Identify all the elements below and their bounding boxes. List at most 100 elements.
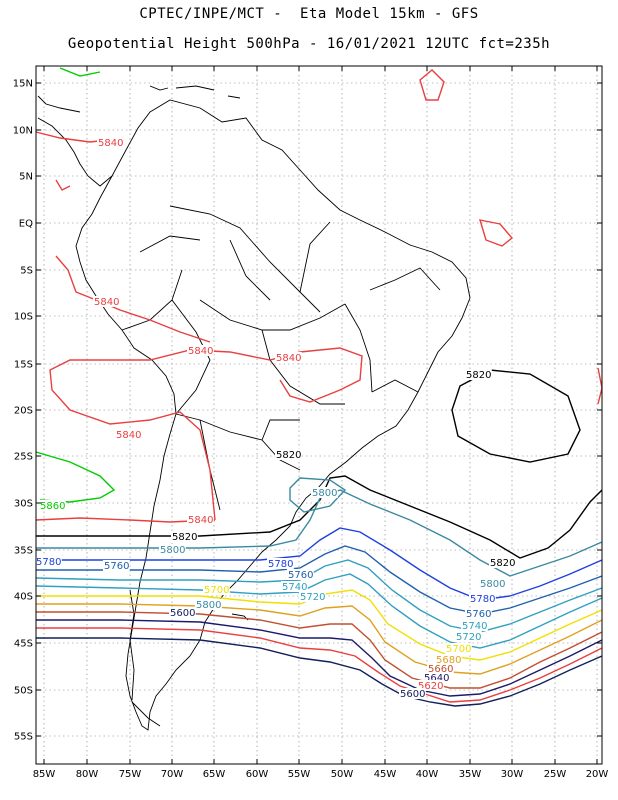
contour-label: 5840 (98, 138, 123, 149)
contour-label-bg (159, 544, 186, 555)
contour-5620 (36, 627, 603, 703)
lat-label: 25S (14, 452, 33, 463)
contour-label-bg (103, 560, 130, 571)
contour-label: 5800 (480, 579, 505, 590)
contour-5680 (36, 603, 603, 675)
contour-5860 (35, 451, 116, 503)
contour-label-bg (455, 631, 482, 642)
contour-label-bg (465, 369, 492, 380)
lon-label: 65W (203, 769, 226, 780)
contour-label-bg (267, 558, 294, 569)
coastline-segment (129, 589, 135, 701)
coastline-segment (261, 329, 345, 405)
lon-label: 20W (586, 769, 609, 780)
contour-label: 5840 (188, 346, 213, 357)
contour-label-bg (287, 569, 314, 580)
contour-5800 (36, 489, 603, 577)
contour-label: 5780 (470, 594, 495, 605)
lat-label: 5S (20, 266, 33, 277)
contour-label: 5840 (94, 297, 119, 308)
contour-label-bg (169, 607, 196, 618)
coastlines-and-borders (37, 85, 471, 731)
coastline-segment (261, 419, 300, 441)
contour-label: 5800 (196, 600, 221, 611)
lon-label: 25W (544, 769, 567, 780)
lon-label: 80W (76, 769, 99, 780)
contour-label: 5740 (282, 582, 307, 593)
contour-label-bg (489, 557, 516, 568)
contour-5840 (55, 255, 211, 343)
contour-label-bg (187, 345, 214, 356)
contour-5640 (36, 619, 603, 697)
contour-label-bg (469, 593, 496, 604)
contour-5840 (35, 517, 216, 523)
contour-label-bg (115, 429, 142, 440)
contour-5660 (36, 611, 603, 689)
lat-label: EQ (19, 219, 33, 230)
contour-label: 5740 (462, 621, 487, 632)
lon-label: 85W (33, 769, 56, 780)
contour-label: 5800 (160, 545, 185, 556)
contour-5840 (55, 179, 71, 191)
contour-label: 5820 (276, 450, 301, 461)
map-title-line2: Geopotential Height 500hPa - 16/01/2021 … (67, 36, 551, 52)
height-contours (35, 67, 603, 707)
contour-label-bg (423, 672, 450, 683)
lon-label: 35W (459, 769, 482, 780)
contour-label-bg (427, 663, 454, 674)
contour-label-bg (203, 584, 230, 595)
coastline-segment (199, 299, 346, 331)
contour-label: 5780 (36, 557, 61, 568)
contour-label: 5800 (312, 488, 337, 499)
contour-label: 5860 (40, 501, 65, 512)
coastline-segment (169, 205, 321, 313)
contour-label: 5600 (400, 689, 425, 700)
lat-label: 20S (14, 406, 33, 417)
lat-label: 10S (14, 312, 33, 323)
lon-label: 60W (246, 769, 269, 780)
contour-label-bg (187, 514, 214, 525)
contour-label-bg (417, 680, 444, 691)
axis-ticks: 15N10N5NEQ5S10S15S20S25S30S35S40S45S50S5… (13, 66, 609, 780)
contour-5600 (36, 637, 603, 707)
contour-label-bg (299, 591, 326, 602)
coastline-segment (131, 701, 161, 727)
contour-5700 (36, 589, 603, 661)
coastline-segment (199, 419, 221, 511)
contour-label: 5700 (446, 644, 471, 655)
lat-lon-grid (36, 66, 602, 764)
coastline-segment (229, 239, 271, 301)
lat-label: 10N (13, 126, 33, 137)
lat-label: 5N (19, 172, 33, 183)
contour-label-bg (275, 449, 302, 460)
contour-label-bg (435, 654, 462, 665)
coastline-segment (37, 95, 81, 113)
coastline-segment (171, 299, 211, 415)
contour-5720 (35, 573, 603, 649)
contour-label-bg (275, 352, 302, 363)
lon-label: 40W (416, 769, 439, 780)
coastline-segment (75, 99, 471, 731)
contour-label: 5620 (418, 681, 443, 692)
contour-label-bg (171, 531, 198, 542)
map-title-line1: CPTEC/INPE/MCT - Eta Model 15km - GFS (139, 6, 479, 22)
contour-label: 5820 (490, 558, 515, 569)
contour-label-bg (195, 599, 222, 610)
contour-label: 5720 (300, 592, 325, 603)
contour-5860 (59, 67, 101, 77)
contour-5740 (35, 559, 603, 633)
contour-label: 5700 (204, 585, 229, 596)
contour-label: 5820 (466, 370, 491, 381)
coastline-segment (299, 221, 331, 293)
coastline-segment (344, 303, 373, 393)
contour-label: 5760 (466, 609, 491, 620)
contour-5820 (451, 369, 581, 463)
coastline-segment (227, 95, 241, 99)
lon-label: 75W (119, 769, 142, 780)
contour-label: 5660 (428, 664, 453, 675)
contour-label: 5780 (268, 559, 293, 570)
contour-label-bg (35, 556, 62, 567)
contour-5840 (49, 347, 363, 521)
contour-label: 5840 (116, 430, 141, 441)
contour-5840 (419, 69, 445, 101)
